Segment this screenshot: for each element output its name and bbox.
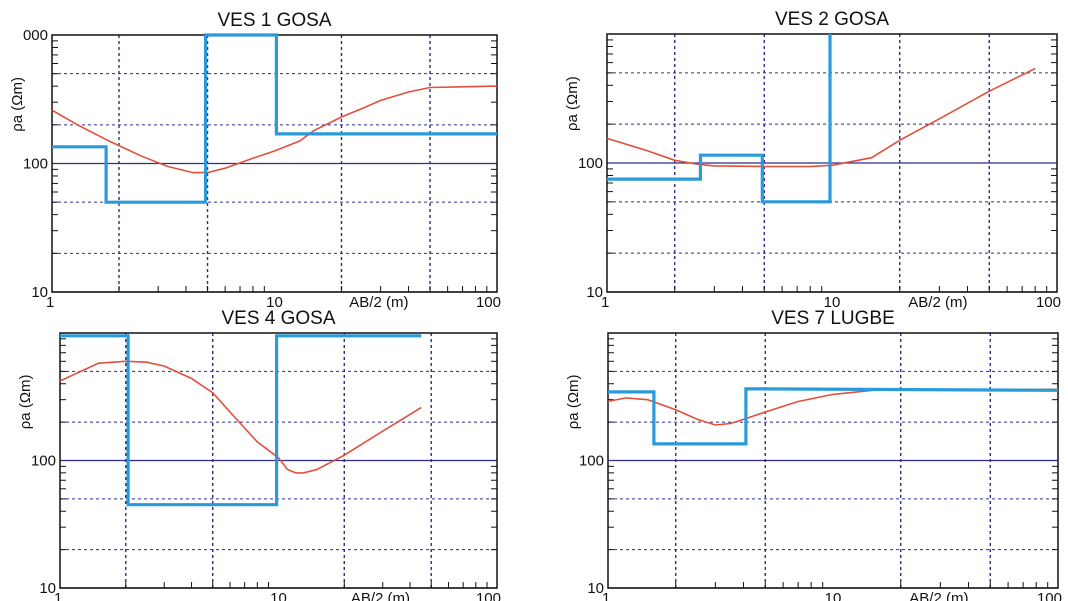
grid bbox=[52, 35, 497, 293]
x-tick-label: 10 bbox=[266, 294, 283, 311]
x-tick-label: 10 bbox=[270, 590, 287, 601]
x-tick-label: 1 bbox=[602, 590, 610, 601]
plot-frame bbox=[607, 332, 1059, 589]
model-layer-curve bbox=[608, 387, 1059, 446]
y-axis-label: ρa (Ωm) bbox=[9, 77, 26, 132]
x-axis-label: AB/2 (m) bbox=[908, 294, 967, 311]
x-tick-label: 100 bbox=[1036, 294, 1061, 311]
y-tick-label: 100 bbox=[578, 155, 603, 172]
measured-resistivity-curve bbox=[606, 67, 1036, 168]
chart-title: VES 4 GOSA bbox=[221, 308, 335, 329]
tick-marks bbox=[52, 40, 497, 292]
x-axis-label: AB/2 (m) bbox=[349, 294, 408, 311]
x-tick-label: 10 bbox=[824, 294, 841, 311]
x-axis-label: AB/2 (m) bbox=[351, 590, 410, 601]
x-tick-label: 100 bbox=[476, 294, 501, 311]
plot-frame bbox=[59, 332, 498, 589]
measured-resistivity-curve bbox=[51, 85, 498, 174]
y-axis-label: ρa (Ωm) bbox=[17, 374, 34, 429]
plot-frame bbox=[606, 33, 1058, 293]
x-tick-label: 100 bbox=[1037, 590, 1062, 601]
x-tick-label: 1 bbox=[601, 294, 609, 311]
model-layer-curve bbox=[60, 334, 422, 507]
model-layer-curve bbox=[607, 34, 832, 204]
measured-resistivity-curve bbox=[59, 360, 422, 474]
y-tick-label: 10 bbox=[31, 284, 48, 301]
grid bbox=[608, 333, 1058, 589]
y-tick-label: 100 bbox=[31, 453, 56, 470]
y-tick-label: 100 bbox=[579, 453, 604, 470]
chart-title: VES 2 GOSA bbox=[775, 9, 889, 30]
chart-title: VES 7 LUGBE bbox=[771, 308, 895, 329]
grid bbox=[607, 34, 1057, 293]
y-axis-label: ρa (Ωm) bbox=[565, 374, 582, 429]
y-tick-label: 000 bbox=[23, 27, 48, 44]
x-tick-label: 1 bbox=[46, 294, 54, 311]
grid bbox=[60, 333, 497, 589]
tick-marks bbox=[607, 39, 1057, 292]
chart-title: VES 1 GOSA bbox=[217, 10, 331, 31]
x-tick-label: 10 bbox=[825, 590, 842, 601]
tick-marks bbox=[608, 338, 1058, 588]
x-axis-label: AB/2 (m) bbox=[909, 590, 968, 601]
y-axis-label: ρa (Ωm) bbox=[564, 76, 581, 131]
x-tick-label: 1 bbox=[54, 590, 62, 601]
y-tick-label: 10 bbox=[39, 580, 56, 597]
model-layer-curve bbox=[52, 33, 497, 204]
tick-marks bbox=[60, 338, 497, 588]
y-tick-label: 100 bbox=[23, 156, 48, 173]
x-tick-label: 100 bbox=[476, 590, 501, 601]
y-tick-label: 10 bbox=[587, 580, 604, 597]
y-tick-label: 10 bbox=[586, 284, 603, 301]
